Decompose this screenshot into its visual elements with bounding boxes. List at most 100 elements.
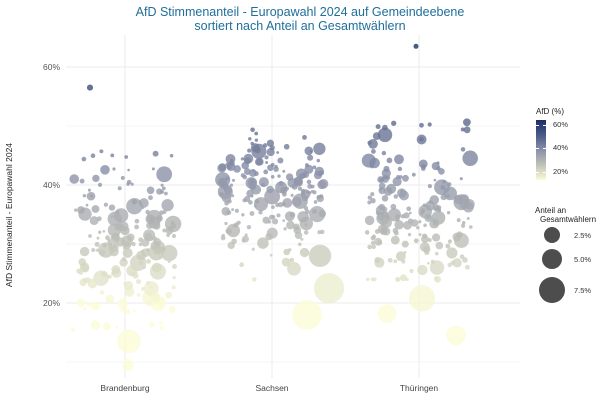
data-point [392,177,402,187]
data-point [90,153,96,158]
data-point [251,247,255,251]
data-point [159,325,164,331]
data-point [166,226,170,230]
color-legend-tick [543,148,546,149]
data-point [250,194,254,198]
data-point [397,166,403,172]
data-point [165,291,173,299]
data-point [241,238,246,243]
data-point [418,233,422,237]
data-point [221,233,225,238]
data-point [169,154,174,158]
data-point [123,282,127,286]
data-point [232,225,236,228]
data-point [371,234,377,239]
data-point [144,232,153,241]
data-point [370,192,375,197]
data-point [161,199,174,212]
y-tick-label: 20% [43,298,60,308]
data-point [78,270,83,275]
data-point [446,194,451,198]
data-point [138,260,144,266]
data-point [382,206,388,212]
data-point-highlight [313,273,345,304]
data-point [371,244,376,250]
data-point-highlight [446,325,466,346]
data-point [164,191,168,196]
data-point [395,217,400,222]
data-point [166,233,170,237]
data-point [269,145,275,151]
data-point [122,246,126,250]
data-point [387,257,393,263]
data-point [380,227,388,236]
data-point [378,182,386,190]
data-point [313,142,326,155]
data-point [124,308,131,315]
data-point [254,131,259,136]
data-point [79,246,90,257]
data-point [405,277,409,282]
data-point [374,229,380,234]
data-point [240,157,245,161]
data-point [433,276,439,281]
data-point [307,183,313,189]
data-point [85,203,89,207]
data-point [77,206,85,214]
data-point [150,292,161,302]
data-point [81,156,87,162]
data-point [308,191,312,195]
data-point [167,260,171,264]
x-tick-label: Thüringen [400,383,439,393]
size-legend-circle [539,277,565,303]
color-legend-title: AfD (%) [536,107,564,116]
data-point [225,176,230,181]
data-point [254,198,260,204]
y-tick-label: 60% [43,62,60,72]
data-point [299,172,306,179]
data-point [107,238,111,243]
data-point [226,210,232,216]
data-point [395,213,401,219]
data-point [95,248,100,252]
data-point [299,247,310,258]
data-point [98,230,102,234]
data-point [156,214,163,222]
size-legend-label: 2.5% [574,231,592,240]
data-point [393,194,399,199]
data-point [168,306,176,313]
data-point [386,215,390,219]
data-point [219,192,224,197]
data-point-highlight [86,84,94,91]
data-point [282,191,287,197]
data-point [432,219,437,224]
data-point [112,244,117,249]
data-point [318,170,324,176]
data-point [114,223,122,231]
data-point [284,186,289,191]
data-point [377,127,393,143]
data-point [102,230,106,233]
data-point [277,157,284,164]
data-point [420,166,426,171]
data-point [89,216,99,226]
data-point [265,233,273,241]
data-point [318,209,327,218]
data-point-highlight [117,329,141,354]
data-point [82,193,87,198]
data-point [102,322,111,331]
data-point [133,309,136,313]
data-point [442,180,446,184]
data-point [370,277,375,282]
data-point [90,320,101,330]
data-point [108,204,116,211]
data-point [150,285,153,289]
data-point [254,204,257,208]
color-legend-tick [536,125,539,126]
data-point [231,208,235,212]
data-point [433,207,438,212]
data-point [422,203,427,208]
data-point [103,202,108,207]
data-point [394,154,404,165]
data-point [423,223,427,228]
